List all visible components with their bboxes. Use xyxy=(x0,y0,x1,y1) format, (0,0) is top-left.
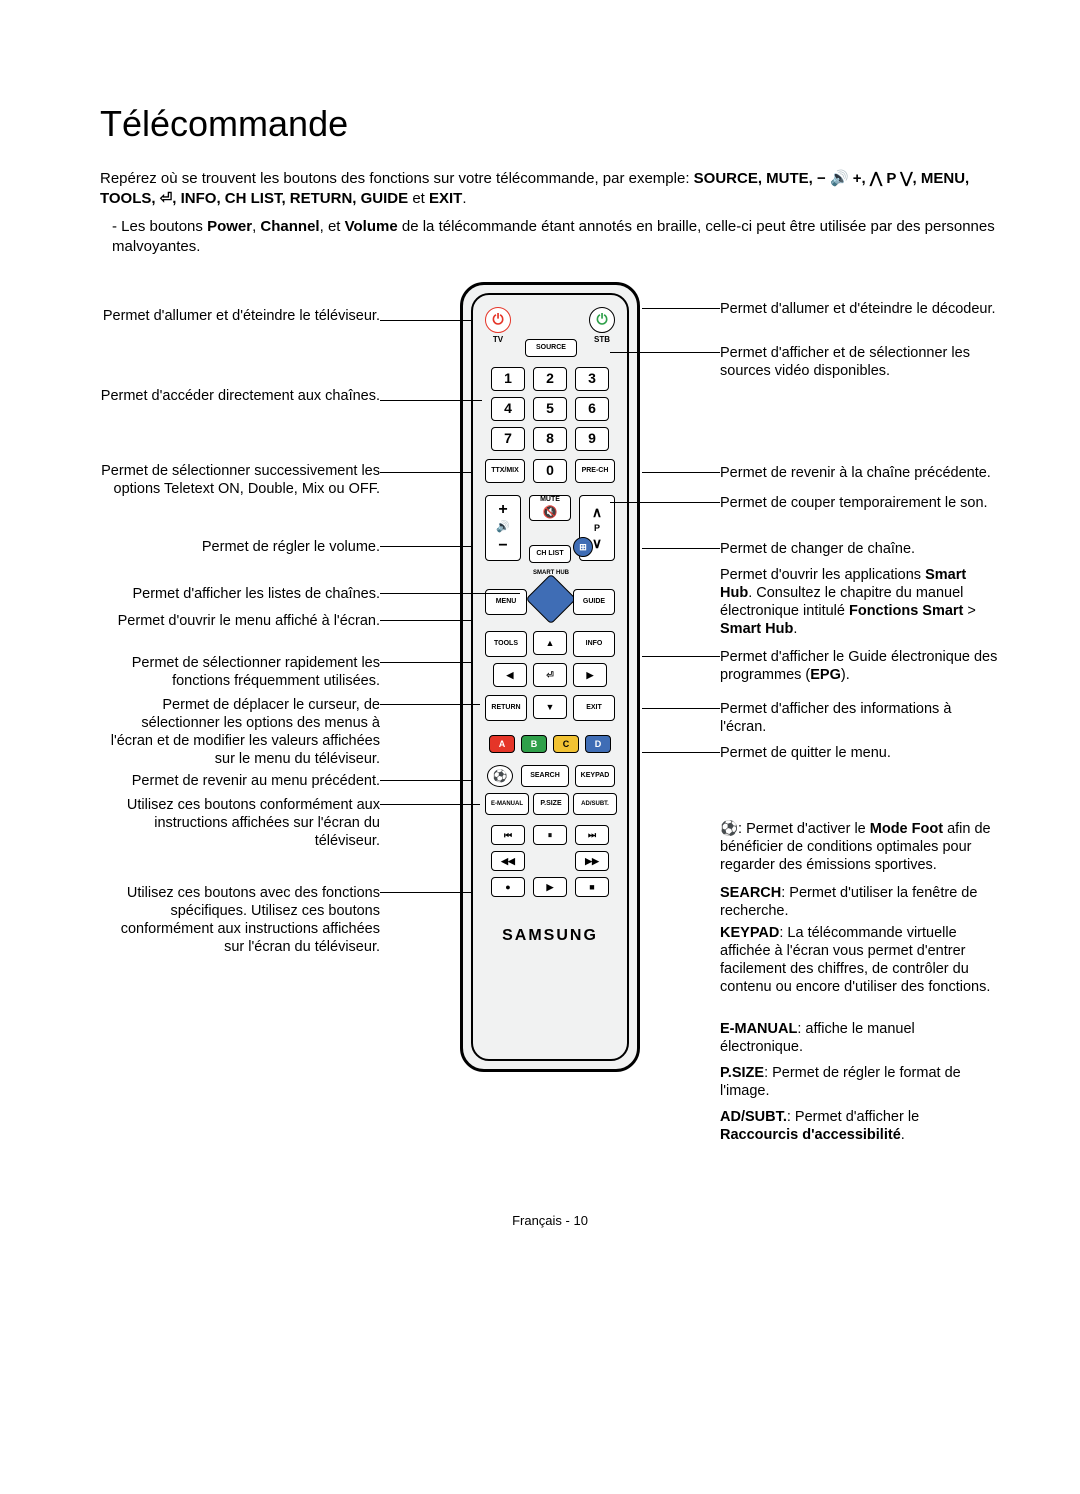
ann-source: Permet d'afficher et de sélectionner les… xyxy=(720,344,1000,380)
num-4[interactable]: 4 xyxy=(491,397,525,421)
volume-rocker[interactable]: + 🔊 − xyxy=(485,495,521,561)
ann-smart-hub: Permet d'ouvrir les applications Smart H… xyxy=(720,566,1000,639)
prev-track-button[interactable]: ⏮ xyxy=(491,825,525,845)
source-button[interactable]: SOURCE xyxy=(525,339,577,357)
ann-adsubt: AD/SUBT.: Permet d'afficher le Raccourci… xyxy=(720,1108,1000,1144)
football-button[interactable]: ⚽ xyxy=(487,765,513,787)
pause-button[interactable]: ⏸ xyxy=(533,825,567,845)
ann-keypad: KEYPAD: La télécommande virtuelle affich… xyxy=(720,924,1000,997)
num-3[interactable]: 3 xyxy=(575,367,609,391)
info-button[interactable]: INFO xyxy=(573,631,615,657)
ann-playback: Utilisez ces boutons avec des fonctions … xyxy=(100,884,380,957)
keypad-button[interactable]: KEYPAD xyxy=(575,765,615,787)
num-0[interactable]: 0 xyxy=(533,459,567,483)
dpad-left[interactable]: ◀ xyxy=(493,663,527,687)
ann-info: Permet d'afficher des informations à l'é… xyxy=(720,700,1000,736)
remote-diagram: ⏻ TV ⏻ STB SOURCE 1 2 3 4 5 6 7 8 9 TTX/… xyxy=(100,282,1000,1182)
ann-tv-power: Permet d'allumer et d'éteindre le télévi… xyxy=(100,307,380,325)
ann-psize: P.SIZE: Permet de régler le format de l'… xyxy=(720,1064,1000,1100)
remote-body: ⏻ TV ⏻ STB SOURCE 1 2 3 4 5 6 7 8 9 TTX/… xyxy=(460,282,640,1072)
page-footer: Français - 10 xyxy=(100,1212,1000,1230)
num-7[interactable]: 7 xyxy=(491,427,525,451)
ann-football: ⚽: Permet d'activer le Mode Foot afin de… xyxy=(720,820,1000,874)
tools-button[interactable]: TOOLS xyxy=(485,631,527,657)
ann-volume: Permet de régler le volume. xyxy=(100,538,380,556)
brand-label: SAMSUNG xyxy=(473,925,627,947)
num-1[interactable]: 1 xyxy=(491,367,525,391)
intro-pre: Repérez où se trouvent les boutons des f… xyxy=(100,170,694,187)
ann-menu: Permet d'ouvrir le menu affiché à l'écra… xyxy=(100,612,380,630)
record-button[interactable]: ● xyxy=(491,877,525,897)
ch-list-button[interactable]: CH LIST xyxy=(529,545,571,563)
ann-teletext: Permet de sélectionner successivement le… xyxy=(100,462,380,498)
ann-search: SEARCH: Permet d'utiliser la fenêtre de … xyxy=(720,884,1000,920)
play-button[interactable]: ▶ xyxy=(533,877,567,897)
rewind-button[interactable]: ◀◀ xyxy=(491,851,525,871)
mute-button[interactable]: MUTE 🔇 xyxy=(529,495,571,521)
ann-mute: Permet de couper temporairement le son. xyxy=(720,494,1000,512)
stb-label: STB xyxy=(586,335,618,346)
search-button[interactable]: SEARCH xyxy=(521,765,569,787)
ann-exit: Permet de quitter le menu. xyxy=(720,744,1000,762)
num-9[interactable]: 9 xyxy=(575,427,609,451)
dpad-down[interactable]: ▼ xyxy=(533,695,567,719)
next-track-button[interactable]: ⏭ xyxy=(575,825,609,845)
num-6[interactable]: 6 xyxy=(575,397,609,421)
tv-label: TV xyxy=(482,335,514,346)
ttx-mix-button[interactable]: TTX/MIX xyxy=(485,459,525,483)
ann-stb-power: Permet d'allumer et d'éteindre le décode… xyxy=(720,300,1000,318)
color-a-button[interactable]: A xyxy=(489,735,515,753)
ann-channel: Permet de changer de chaîne. xyxy=(720,540,1000,558)
ann-tools: Permet de sélectionner rapidement les fo… xyxy=(100,654,380,690)
color-c-button[interactable]: C xyxy=(553,735,579,753)
pre-ch-button[interactable]: PRE-CH xyxy=(575,459,615,483)
dpad-enter[interactable]: ⏎ xyxy=(533,663,567,687)
ann-ch-list: Permet d'afficher les listes de chaînes. xyxy=(100,585,380,603)
return-button[interactable]: RETURN xyxy=(485,695,527,721)
smart-hub-icon[interactable]: ⊞ xyxy=(573,537,593,557)
ann-return: Permet de revenir au menu précédent. xyxy=(100,772,380,790)
intro-last-bold: EXIT xyxy=(429,190,462,207)
fast-forward-button[interactable]: ▶▶ xyxy=(575,851,609,871)
dpad-right[interactable]: ▶ xyxy=(573,663,607,687)
num-2[interactable]: 2 xyxy=(533,367,567,391)
power-tv-button[interactable]: ⏻ xyxy=(485,307,511,333)
power-stb-button[interactable]: ⏻ xyxy=(589,307,615,333)
ann-direct-channel: Permet d'accéder directement aux chaînes… xyxy=(100,387,380,405)
stop-button[interactable]: ■ xyxy=(575,877,609,897)
exit-button[interactable]: EXIT xyxy=(573,695,615,721)
ann-guide: Permet d'afficher le Guide électronique … xyxy=(720,648,1000,684)
smart-hub-label: SMART HUB xyxy=(523,569,579,577)
num-8[interactable]: 8 xyxy=(533,427,567,451)
dpad-up[interactable]: ▲ xyxy=(533,631,567,655)
ann-emanual: E-MANUAL: affiche le manuel électronique… xyxy=(720,1020,1000,1056)
intro-post: et xyxy=(412,190,429,207)
ann-dpad: Permet de déplacer le curseur, de sélect… xyxy=(100,696,380,769)
e-manual-button[interactable]: E-MANUAL xyxy=(485,793,529,815)
ann-pre-ch: Permet de revenir à la chaîne précédente… xyxy=(720,464,1000,482)
page-title: Télécommande xyxy=(100,100,1000,149)
color-d-button[interactable]: D xyxy=(585,735,611,753)
remote-inner: ⏻ TV ⏻ STB SOURCE 1 2 3 4 5 6 7 8 9 TTX/… xyxy=(471,293,629,1061)
smart-hub-button[interactable] xyxy=(526,573,577,624)
num-5[interactable]: 5 xyxy=(533,397,567,421)
adsubt-button[interactable]: AD/SUBT. xyxy=(573,793,617,815)
guide-button[interactable]: GUIDE xyxy=(573,589,615,615)
psize-button[interactable]: P.SIZE xyxy=(533,793,569,815)
ann-color-buttons: Utilisez ces boutons conformément aux in… xyxy=(100,796,380,850)
braille-note: - Les boutons Power, Channel, et Volume … xyxy=(112,217,1000,258)
intro-paragraph: Repérez où se trouvent les boutons des f… xyxy=(100,169,1000,210)
color-b-button[interactable]: B xyxy=(521,735,547,753)
